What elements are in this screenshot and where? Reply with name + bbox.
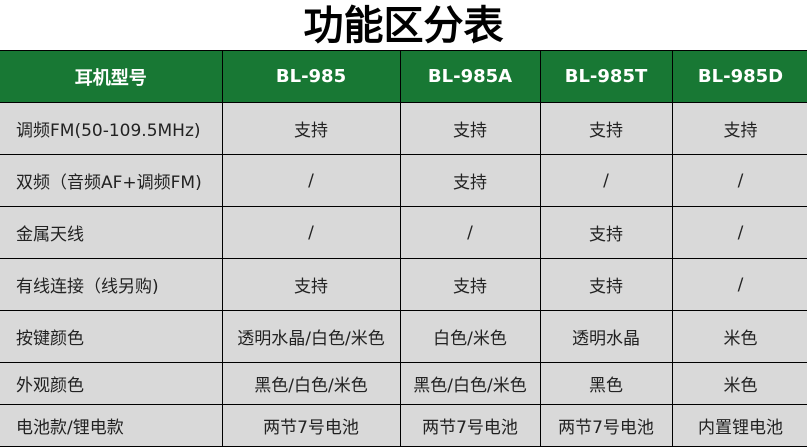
- table-cell: 黑色/白色/米色: [399, 362, 541, 405]
- table-cell: /: [671, 206, 807, 259]
- table-cell: 支持: [221, 258, 401, 311]
- table-cell: 支持: [399, 258, 541, 311]
- page-title: 功能区分表: [303, 2, 504, 49]
- table-cell: 支持: [539, 258, 673, 311]
- table-cell: 黑色/白色/米色: [221, 362, 401, 405]
- table-cell: 两节7号电池: [399, 404, 541, 447]
- table-row: 调频FM(50-109.5MHz) 支持 支持 支持 支持: [0, 102, 807, 155]
- column-header: BL-985T: [539, 50, 673, 103]
- row-label: 有线连接（线另购): [0, 258, 223, 311]
- table-cell: 内置锂电池: [671, 404, 807, 447]
- table-cell: 米色: [671, 310, 807, 363]
- column-header: BL-985A: [399, 50, 541, 103]
- table-row: 金属天线 / / 支持 /: [0, 206, 807, 259]
- row-label: 按键颜色: [0, 310, 223, 363]
- table-cell: 两节7号电池: [221, 404, 401, 447]
- table-row: 按键颜色 透明水晶/白色/米色 白色/米色 透明水晶 米色: [0, 310, 807, 363]
- table-cell: 支持: [671, 102, 807, 155]
- table-cell: 支持: [539, 206, 673, 259]
- row-label: 调频FM(50-109.5MHz): [0, 102, 223, 155]
- table-cell: 支持: [399, 102, 541, 155]
- column-header: 耳机型号: [0, 50, 223, 103]
- column-header: BL-985: [221, 50, 401, 103]
- table-row: 有线连接（线另购) 支持 支持 支持 /: [0, 258, 807, 311]
- table-cell: 透明水晶: [539, 310, 673, 363]
- table-cell: /: [221, 206, 401, 259]
- header-row: 耳机型号 BL-985 BL-985A BL-985T BL-985D: [0, 50, 807, 103]
- table-cell: /: [399, 206, 541, 259]
- table-cell: 黑色: [539, 362, 673, 405]
- table-row: 电池款/锂电款 两节7号电池 两节7号电池 两节7号电池 内置锂电池: [0, 404, 807, 447]
- table-cell: /: [671, 258, 807, 311]
- table-cell: /: [221, 154, 401, 207]
- table-cell: /: [539, 154, 673, 207]
- table-cell: 支持: [539, 102, 673, 155]
- row-label: 金属天线: [0, 206, 223, 259]
- row-label: 双频（音频AF+调频FM): [0, 154, 223, 207]
- table-row: 双频（音频AF+调频FM) / 支持 / /: [0, 154, 807, 207]
- row-label: 外观颜色: [0, 362, 223, 405]
- feature-table: 耳机型号 BL-985 BL-985A BL-985T BL-985D 调频FM(50-…: [0, 50, 807, 447]
- table-cell: 两节7号电池: [539, 404, 673, 447]
- column-header: BL-985D: [671, 50, 807, 103]
- row-label: 电池款/锂电款: [0, 404, 223, 447]
- table-cell: 支持: [399, 154, 541, 207]
- table-cell: /: [671, 154, 807, 207]
- table-cell: 白色/米色: [399, 310, 541, 363]
- table-cell: 米色: [671, 362, 807, 405]
- table-row: 外观颜色 黑色/白色/米色 黑色/白色/米色 黑色 米色: [0, 362, 807, 405]
- table-cell: 支持: [221, 102, 401, 155]
- table-cell: 透明水晶/白色/米色: [221, 310, 401, 363]
